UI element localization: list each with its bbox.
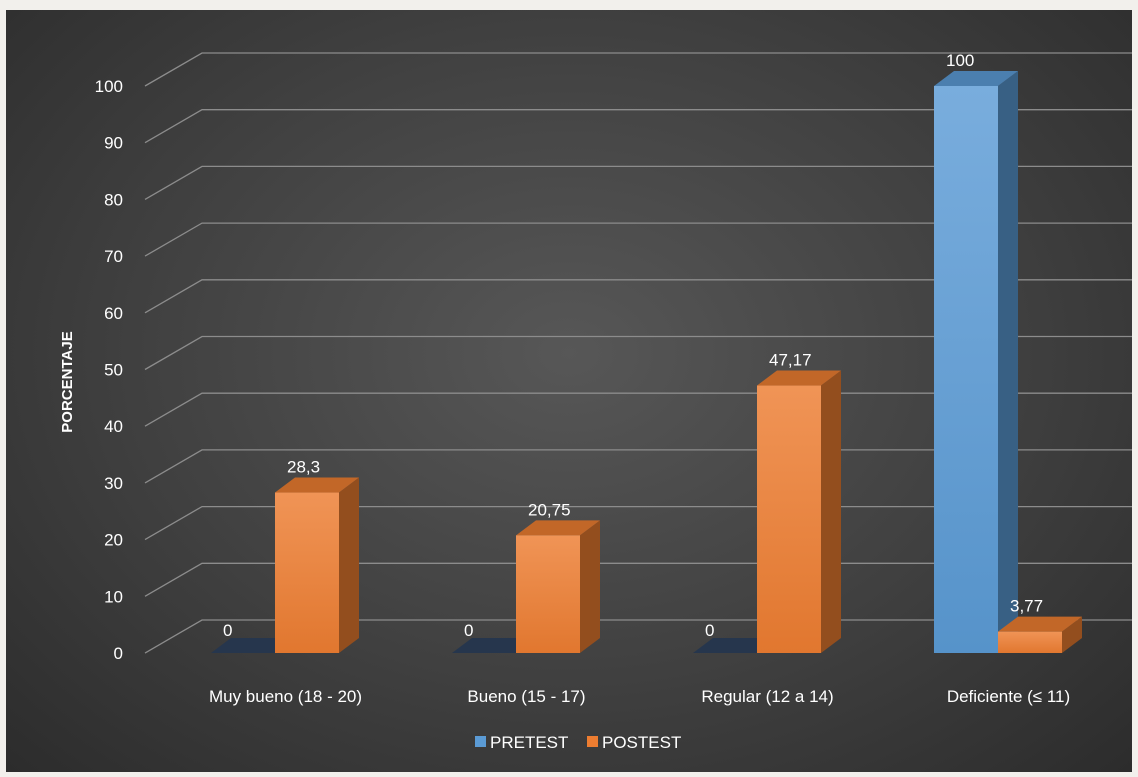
y-tick-label: 40 [104,417,123,436]
bar-pretest [693,638,777,653]
bar-top [934,71,1018,86]
bar-front [516,535,580,653]
legend-label: POSTEST [602,733,681,752]
category-label: Muy bueno (18 - 20) [209,687,362,706]
gridline [144,279,1132,314]
gridline [144,619,1132,654]
gridline [144,52,1132,87]
legend-label: PRETEST [490,733,568,752]
bar-zero [693,638,777,653]
y-tick-label: 80 [104,190,123,209]
gridline [144,335,1132,371]
y-tick-label: 100 [95,77,123,96]
data-label: 0 [705,621,714,640]
bar-top [275,477,359,493]
bar-zero [452,638,536,653]
gridlines [144,52,1132,654]
bars [211,71,1082,653]
bar-front [757,385,821,653]
y-tick-label: 0 [114,644,123,663]
y-tick-label: 90 [104,134,123,153]
bar-front [934,86,998,653]
y-tick-label: 10 [104,587,123,606]
chart-svg: 0 10 20 30 40 50 60 70 80 90 100 PORCENTAJE Muy buen… [59,51,1132,752]
data-label: 0 [464,621,473,640]
gridline [144,222,1132,257]
data-label: 0 [223,621,232,640]
category-label: Bueno (15 - 17) [467,687,585,706]
gridline [144,392,1132,427]
category-label: Deficiente (≤ 11) [947,687,1070,706]
category-label: Regular (12 a 14) [701,687,833,706]
y-axis-title: PORCENTAJE [59,331,76,432]
gridline [144,109,1132,144]
y-tick-label: 20 [104,531,123,550]
legend-swatch [475,736,486,747]
y-tick-label: 60 [104,304,123,323]
bar-postest [757,370,841,653]
bar-top [516,520,600,536]
gridline [144,562,1132,597]
gridline [144,505,1132,541]
data-label: 47,17 [769,351,812,370]
legend: PRETEST POSTEST [475,733,681,752]
chart-panel: 0 10 20 30 40 50 60 70 80 90 100 PORCENTAJE Muy buen… [6,10,1132,772]
data-label: 3,77 [1010,597,1043,616]
bar-pretest [934,71,1018,653]
bar-postest [275,477,359,653]
gridline [144,165,1132,200]
bar-postest [998,616,1082,653]
data-label: 20,75 [528,500,571,519]
bar-pretest [452,638,536,653]
data-label: 28,3 [287,458,320,477]
gridline [144,449,1132,484]
y-tick-label: 70 [104,247,123,266]
bar-postest [516,520,600,653]
bar-pretest [211,638,295,653]
bar-front [275,492,339,653]
data-label: 100 [946,51,974,70]
bar-side [580,520,600,653]
bar-top [757,370,841,386]
bar-front [998,631,1062,653]
legend-swatch [587,736,598,747]
bar-side [1062,616,1082,653]
bar-top [998,616,1082,632]
bar-zero [211,638,295,653]
y-tick-label: 50 [104,361,123,380]
y-tick-label: 30 [104,474,123,493]
bar-side [339,477,359,653]
bar-side [821,370,841,653]
bar-side [998,71,1018,653]
